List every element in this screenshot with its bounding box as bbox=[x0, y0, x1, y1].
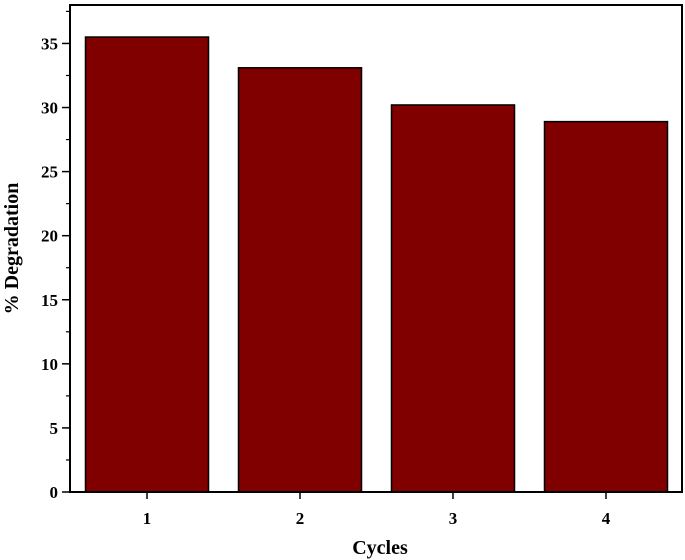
bar-cycle-3 bbox=[390, 104, 516, 493]
y-tick-label: 5 bbox=[50, 419, 59, 438]
y-axis-ticks: 0 5 10 15 20 25 30 35 bbox=[41, 10, 70, 502]
y-tick-label: 30 bbox=[41, 99, 58, 118]
y-tick-label: 0 bbox=[50, 483, 59, 502]
y-tick-label: 10 bbox=[41, 355, 58, 374]
y-axis-title: % Degradation bbox=[1, 183, 23, 315]
y-tick-label: 35 bbox=[41, 34, 58, 53]
x-tick-label: 3 bbox=[449, 509, 458, 528]
y-tick-label: 15 bbox=[41, 291, 58, 310]
y-tick-label: 25 bbox=[41, 163, 58, 182]
bar-cycle-4 bbox=[543, 120, 669, 493]
x-axis-title: Cycles bbox=[352, 537, 408, 559]
y-tick-label: 20 bbox=[41, 227, 58, 246]
bar-cycle-2 bbox=[237, 67, 363, 493]
x-tick-label: 4 bbox=[602, 509, 611, 528]
bars-group bbox=[84, 36, 669, 493]
x-tick-label: 2 bbox=[296, 509, 305, 528]
x-tick-label: 1 bbox=[143, 509, 152, 528]
plot-frame bbox=[69, 4, 683, 493]
bar-cycle-1 bbox=[84, 36, 210, 493]
x-axis-ticks: 1 2 3 4 bbox=[143, 492, 611, 528]
